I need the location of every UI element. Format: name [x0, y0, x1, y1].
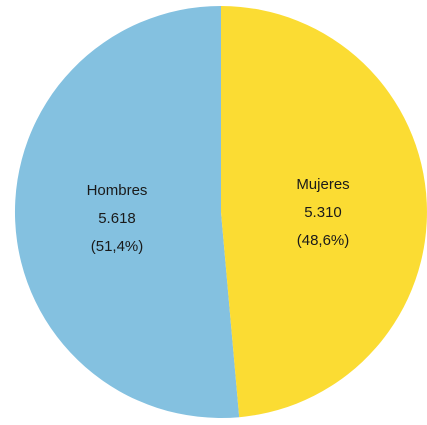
slice-label-percent-mujeres: (48,6%): [297, 232, 350, 249]
slice-hombres: [14, 5, 240, 418]
label-hombres: Hombres 5.618 (51,4%): [87, 182, 148, 255]
slice-label-percent-hombres: (51,4%): [91, 238, 144, 255]
slice-label-name-hombres: Hombres: [87, 182, 148, 199]
slice-label-value-hombres: 5.618: [98, 210, 136, 227]
slice-mujeres: [221, 6, 427, 418]
slice-label-name-mujeres: Mujeres: [296, 176, 349, 193]
slice-label-value-mujeres: 5.310: [304, 204, 342, 221]
label-mujeres: Mujeres 5.310 (48,6%): [296, 176, 349, 249]
